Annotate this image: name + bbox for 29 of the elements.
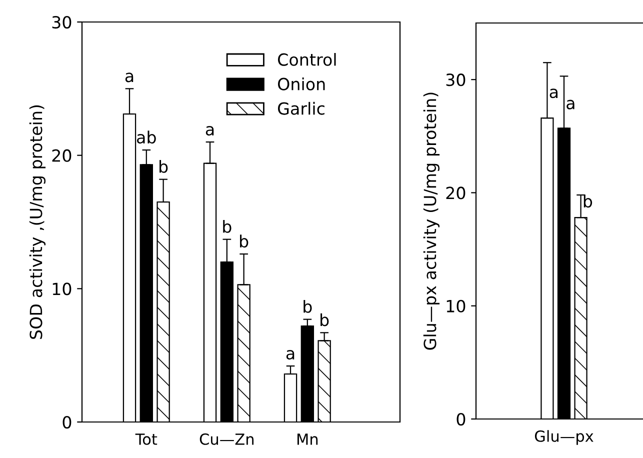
legend-label: Garlic bbox=[278, 102, 324, 115]
data-label: a bbox=[286, 350, 294, 360]
data-label: b bbox=[240, 234, 248, 248]
x-tick-label: Tot bbox=[135, 434, 158, 445]
data-label: a bbox=[550, 88, 558, 98]
y-axis-title: Glu—px activity (U/mg protein) bbox=[423, 92, 440, 350]
legend-label: Onion bbox=[278, 77, 325, 90]
y-tick-label: 0 bbox=[62, 416, 72, 429]
x-tick-label: Cu—Zn bbox=[200, 433, 254, 445]
y-tick-label: 20 bbox=[52, 149, 72, 162]
data-label: b bbox=[320, 313, 329, 326]
y-tick-label: 20 bbox=[446, 186, 466, 200]
y-tick-label: 10 bbox=[446, 300, 466, 312]
legend-label: Control bbox=[278, 53, 336, 66]
y-tick-label: 0 bbox=[456, 412, 466, 426]
y-tick-label: 10 bbox=[52, 282, 72, 296]
data-label: b bbox=[584, 194, 592, 208]
data-label: a bbox=[125, 72, 134, 82]
data-label: a bbox=[566, 100, 574, 110]
x-tick-label: Mn bbox=[297, 434, 318, 445]
y-tick-label: 30 bbox=[446, 74, 466, 86]
data-label: b bbox=[304, 300, 312, 313]
data-label: b bbox=[160, 160, 168, 173]
data-label: b bbox=[223, 220, 232, 233]
data-label: a bbox=[206, 126, 214, 136]
y-axis-title: SOD activity ,(U/mg protein) bbox=[29, 105, 46, 339]
x-tick-label: Glu—px bbox=[534, 430, 594, 445]
y-tick-label: 30 bbox=[52, 16, 72, 29]
data-label: ab bbox=[137, 130, 156, 144]
